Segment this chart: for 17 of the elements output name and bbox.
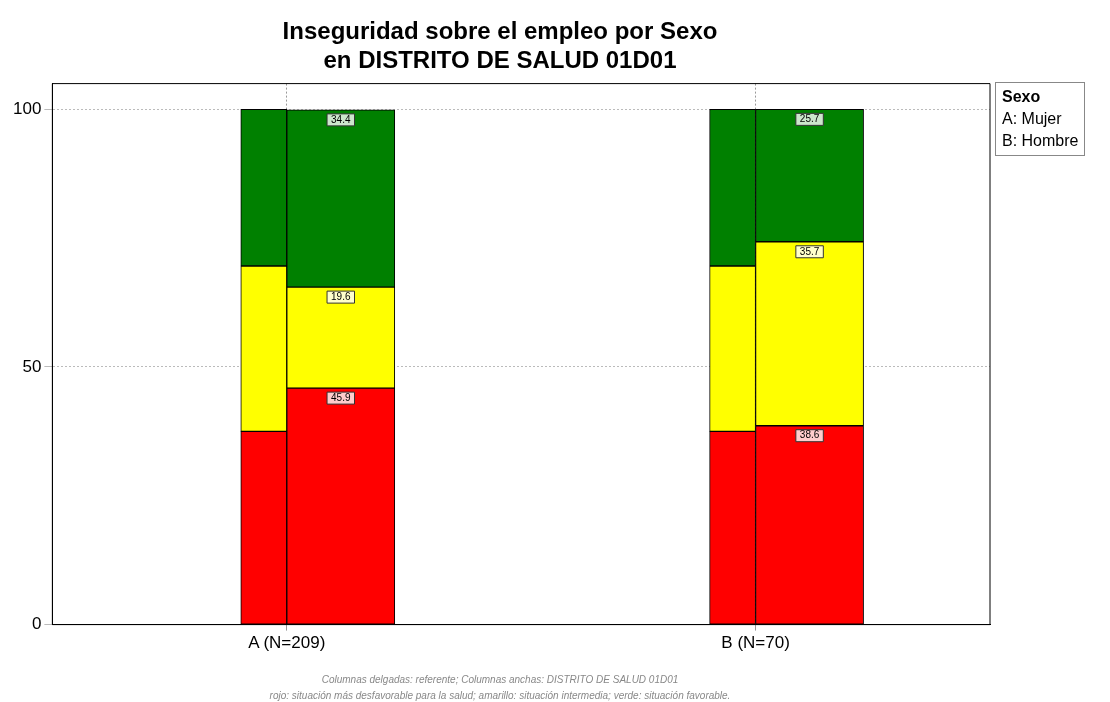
text: rojo: situación más desfavorable para la salud; amarillo: situación intermedia; verde: situación favorable.: [268, 690, 732, 701]
data-label: 45.9: [331, 391, 351, 403]
legend-title: Sexo: [1002, 87, 1042, 107]
text: B: Hombre: [1002, 131, 1079, 151]
data-label: 35.7: [799, 245, 820, 257]
y-tick-label: 50: [22, 356, 42, 376]
data-label: 34.4: [331, 113, 351, 125]
x-tick-label: A (N=209): [248, 633, 326, 653]
data-label: 38.6: [799, 429, 820, 441]
text: Columnas delgadas: referente; Columnas anchas: DISTRITO DE SALUD 01D01: [320, 674, 680, 685]
x-tick-label: B (N=70): [721, 633, 790, 653]
chart-title: Inseguridad sobre el empleo por Sexo en DISTRITO DE SALUD 01D01: [282, 17, 718, 73]
data-label: 25.7: [799, 113, 820, 125]
data-label: 19.6: [331, 290, 351, 302]
y-tick-label: 100: [12, 99, 42, 119]
text: A: Mujer: [1002, 109, 1063, 129]
y-tick-label: 0: [31, 614, 42, 634]
